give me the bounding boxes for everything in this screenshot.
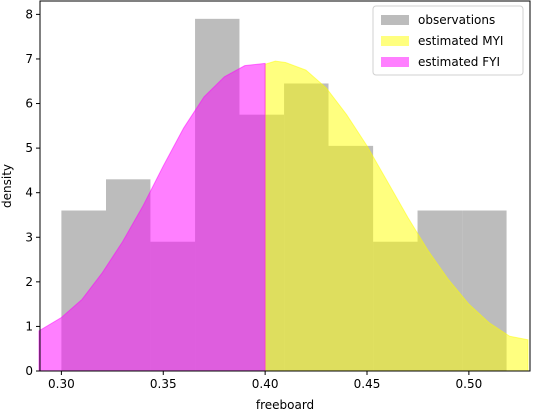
legend-swatch — [381, 36, 409, 46]
y-tick-label: 8 — [25, 7, 33, 21]
y-axis-label: density — [0, 164, 14, 208]
legend-label: estimated MYI — [418, 34, 503, 48]
x-axis-ticks: 0.30 0.35 0.40 0.45 0.50 — [48, 371, 482, 391]
legend-swatch — [381, 15, 409, 25]
x-tick-label: 0.40 — [252, 377, 279, 391]
x-tick-label: 0.45 — [354, 377, 381, 391]
legend-label: estimated FYI — [418, 55, 500, 69]
y-axis-ticks: 0 1 2 3 4 5 6 7 8 — [25, 7, 40, 378]
series-estimated-myi-area — [264, 60, 529, 372]
y-tick-label: 7 — [25, 52, 33, 66]
y-tick-label: 5 — [25, 141, 33, 155]
x-tick-label: 0.30 — [48, 377, 75, 391]
y-tick-label: 3 — [25, 230, 33, 244]
y-tick-label: 2 — [25, 275, 33, 289]
legend-label: observations — [418, 13, 495, 27]
legend-swatch — [381, 57, 409, 67]
plot-area — [38, 18, 529, 372]
series-estimated-fyi-area — [38, 62, 266, 372]
y-tick-label: 6 — [25, 97, 33, 111]
x-axis-label: freeboard — [256, 398, 314, 410]
y-tick-label: 1 — [25, 319, 33, 333]
axes-frame — [39, 0, 531, 372]
y-tick-label: 0 — [25, 364, 33, 378]
legend-frame — [372, 5, 524, 76]
x-tick-label: 0.35 — [150, 377, 177, 391]
legend: observations estimated MYI estimated FYI — [372, 5, 524, 76]
y-tick-label: 4 — [25, 186, 33, 200]
x-tick-label: 0.50 — [456, 377, 483, 391]
